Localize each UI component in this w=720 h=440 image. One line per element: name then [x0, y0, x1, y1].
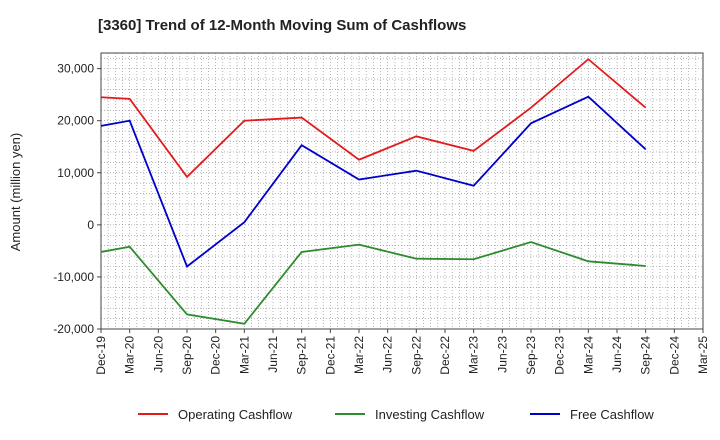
- x-tick-label: Dec-22: [438, 336, 452, 375]
- x-tick-label: Sep-23: [524, 336, 538, 375]
- y-tick-label: 30,000: [57, 62, 94, 76]
- x-tick-label: Sep-22: [409, 336, 423, 375]
- legend-label-investing-cashflow: Investing Cashflow: [375, 407, 485, 422]
- x-tick-label: Mar-22: [352, 336, 366, 374]
- x-tick-label: Mar-20: [123, 336, 137, 374]
- x-tick-label: Jun-23: [495, 336, 509, 373]
- x-tick-label: Sep-20: [180, 336, 194, 375]
- x-tick-label: Mar-25: [696, 336, 710, 374]
- x-tick-label: Jun-22: [381, 336, 395, 373]
- y-axis-label: Amount (million yen): [8, 133, 23, 252]
- chart-title: [3360] Trend of 12-Month Moving Sum of C…: [98, 17, 466, 34]
- x-tick-label: Mar-21: [237, 336, 251, 374]
- legend-label-free-cashflow: Free Cashflow: [570, 407, 654, 422]
- x-tick-label: Mar-24: [581, 336, 595, 374]
- x-tick-label: Dec-21: [323, 336, 337, 375]
- x-tick-label: Mar-23: [467, 336, 481, 374]
- x-tick-label: Sep-24: [639, 336, 653, 375]
- legend-label-operating-cashflow: Operating Cashflow: [178, 407, 293, 422]
- x-tick-label: Jun-21: [266, 336, 280, 373]
- series-line-investing-cashflow: [100, 241, 646, 325]
- x-tick-label: Dec-20: [209, 336, 223, 375]
- y-tick-label: -10,000: [53, 270, 94, 284]
- x-tick-label: Sep-21: [295, 336, 309, 375]
- x-tick-label: Dec-24: [667, 336, 681, 375]
- x-tick-label: Jun-20: [151, 336, 165, 373]
- y-tick-label: 10,000: [57, 166, 94, 180]
- series-line-free-cashflow: [100, 95, 647, 268]
- y-tick-label: 0: [87, 218, 94, 232]
- series-line-operating-cashflow: [100, 58, 647, 179]
- x-tick-label: Dec-23: [553, 336, 567, 375]
- y-tick-label: -20,000: [53, 322, 94, 336]
- y-tick-label: 20,000: [57, 114, 94, 128]
- plot-area: -20,000 -10,000 0 10,000 20,000 30,000 Dec-19 M…: [53, 52, 710, 375]
- plot-frame: [100, 52, 704, 330]
- x-tick-label: Dec-19: [94, 336, 108, 375]
- x-tick-label: Jun-24: [610, 336, 624, 373]
- legend: Operating Cashflow Investing Cashflow Free…: [138, 407, 654, 422]
